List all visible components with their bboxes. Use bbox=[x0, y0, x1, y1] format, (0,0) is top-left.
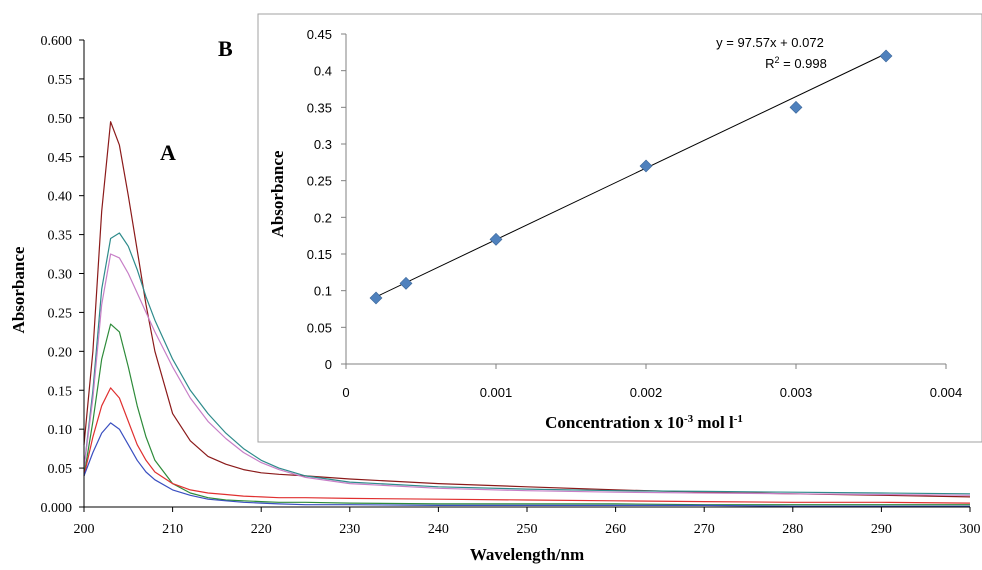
panel-a-y-ticks: 0.000 0.05 0.10 0.15 0.20 0.25 0.30 0.35 0.40 0.4… bbox=[41, 34, 84, 516]
panel-a-x-tick-label: 270 bbox=[694, 522, 715, 537]
panel-b-x-tick-label: 0.001 bbox=[480, 385, 513, 400]
panel-a-series-4 bbox=[83, 323, 970, 506]
panel-a-series-3 bbox=[83, 253, 971, 496]
panel-a-x-tick-label: 300 bbox=[960, 522, 981, 537]
panel-a-series-5 bbox=[83, 387, 971, 504]
panel-b-data-point bbox=[489, 232, 503, 246]
panel-a-y-label: Absorbance bbox=[9, 246, 28, 333]
panel-b-y-ticks: 0 0.05 0.1 0.15 0.2 0.25 0.3 0.35 0.4 0.45 bbox=[307, 27, 346, 372]
panel-a-y-tick-label: 0.55 bbox=[48, 73, 73, 88]
panel-b-y-tick-label: 0.3 bbox=[314, 137, 332, 152]
panel-b-x-tick-label: 0.002 bbox=[630, 385, 663, 400]
panel-b-y-tick-label: 0 bbox=[325, 357, 332, 372]
panel-b-x-label-mid: mol l bbox=[693, 413, 734, 432]
panel-a-series-6 bbox=[83, 422, 970, 507]
panel-a-x-tick-label: 210 bbox=[162, 522, 183, 537]
panel-b-data-point bbox=[879, 49, 893, 63]
panel-a-x-tick-label: 220 bbox=[251, 522, 272, 537]
panel-b-y-tick-label: 0.2 bbox=[314, 210, 332, 225]
panel-a-y-tick-label: 0.10 bbox=[48, 423, 73, 438]
panel-b-x-label: Concentration x 10-3 mol l-1 bbox=[545, 413, 743, 432]
panel-a-x-label: Wavelength/nm bbox=[470, 545, 584, 564]
panel-b-frame bbox=[257, 13, 982, 443]
panel-b-y-tick-label: 0.25 bbox=[307, 174, 332, 189]
panel-a-y-tick-label: 0.35 bbox=[48, 229, 73, 244]
panel-b-equation: y = 97.57x + 0.072 bbox=[716, 35, 824, 50]
panel-b-annotation: B bbox=[218, 36, 233, 61]
panel-a-x-tick-label: 260 bbox=[605, 522, 626, 537]
panel-b-x-tick-label: 0.004 bbox=[930, 385, 963, 400]
panel-b-points bbox=[369, 49, 893, 305]
panel-b-r2-prefix: R bbox=[765, 56, 774, 71]
panel-b-r2-value: = 0.998 bbox=[780, 56, 827, 71]
panel-a-y-tick-label: 0.25 bbox=[48, 306, 73, 321]
panel-a-series-group bbox=[83, 121, 971, 507]
panel-a-annotation: A bbox=[160, 140, 176, 165]
panel-b-y-tick-label: 0.1 bbox=[314, 284, 332, 299]
panel-b-x-label-main: Concentration x 10 bbox=[545, 413, 684, 432]
panel-a-y-tick-label: 0.000 bbox=[41, 501, 73, 516]
panel-b-y-tick-label: 0.05 bbox=[307, 320, 332, 335]
panel-a-y-tick-label: 0.40 bbox=[48, 190, 73, 205]
panel-a-y-tick-label: 0.15 bbox=[48, 384, 73, 399]
panel-b-x-label-sup1: -3 bbox=[684, 413, 694, 425]
panel-a-chart: 200 210 220 230 240 250 260 270 280 290 300 0.0000… bbox=[9, 34, 981, 564]
panel-b-x-tick-label: 0.003 bbox=[780, 385, 813, 400]
panel-a-y-tick-label: 0.30 bbox=[48, 268, 73, 283]
panel-b-data-point bbox=[369, 291, 383, 305]
panel-b-inset: 0 0.001 0.002 0.003 0.004 0 0.05 0.1 0.15 0.2 0.2… bbox=[218, 13, 982, 443]
panel-a-y-tick-label: 0.05 bbox=[48, 462, 73, 477]
panel-b-y-tick-label: 0.45 bbox=[307, 27, 332, 42]
panel-b-x-tick-label: 0 bbox=[342, 385, 349, 400]
panel-a-x-ticks: 200 210 220 230 240 250 260 270 280 290 300 bbox=[74, 507, 981, 537]
panel-a-x-tick-label: 200 bbox=[74, 522, 95, 537]
panel-b-y-tick-label: 0.35 bbox=[307, 100, 332, 115]
panel-b-y-tick-label: 0.15 bbox=[307, 247, 332, 262]
panel-b-y-tick-label: 0.4 bbox=[314, 64, 332, 79]
panel-b-data-point bbox=[639, 159, 653, 173]
panel-a-x-tick-label: 280 bbox=[782, 522, 803, 537]
panel-a-y-tick-label: 0.20 bbox=[48, 345, 73, 360]
panel-a-y-tick-label: 0.50 bbox=[48, 112, 73, 127]
panel-a-series-1 bbox=[83, 121, 971, 498]
panel-a-x-tick-label: 250 bbox=[517, 522, 538, 537]
panel-b-trendline bbox=[375, 53, 887, 298]
panel-a-y-tick-label: 0.45 bbox=[48, 151, 73, 166]
panel-a-series-2 bbox=[83, 232, 971, 495]
panel-b-r2-sup: 2 bbox=[775, 55, 780, 65]
panel-b-x-ticks: 0 0.001 0.002 0.003 0.004 bbox=[342, 364, 962, 400]
panel-a-x-tick-label: 290 bbox=[871, 522, 892, 537]
panel-a-y-tick-label: 0.600 bbox=[41, 34, 73, 49]
panel-b-data-point bbox=[399, 276, 413, 290]
panel-b-r-squared: R2 = 0.998 bbox=[765, 55, 827, 71]
panel-b-y-label: Absorbance bbox=[268, 150, 287, 237]
panel-a-x-tick-label: 240 bbox=[428, 522, 449, 537]
panel-a-x-tick-label: 230 bbox=[339, 522, 360, 537]
panel-b-data-point bbox=[789, 100, 803, 114]
panel-b-x-label-sup2: -1 bbox=[734, 413, 743, 425]
